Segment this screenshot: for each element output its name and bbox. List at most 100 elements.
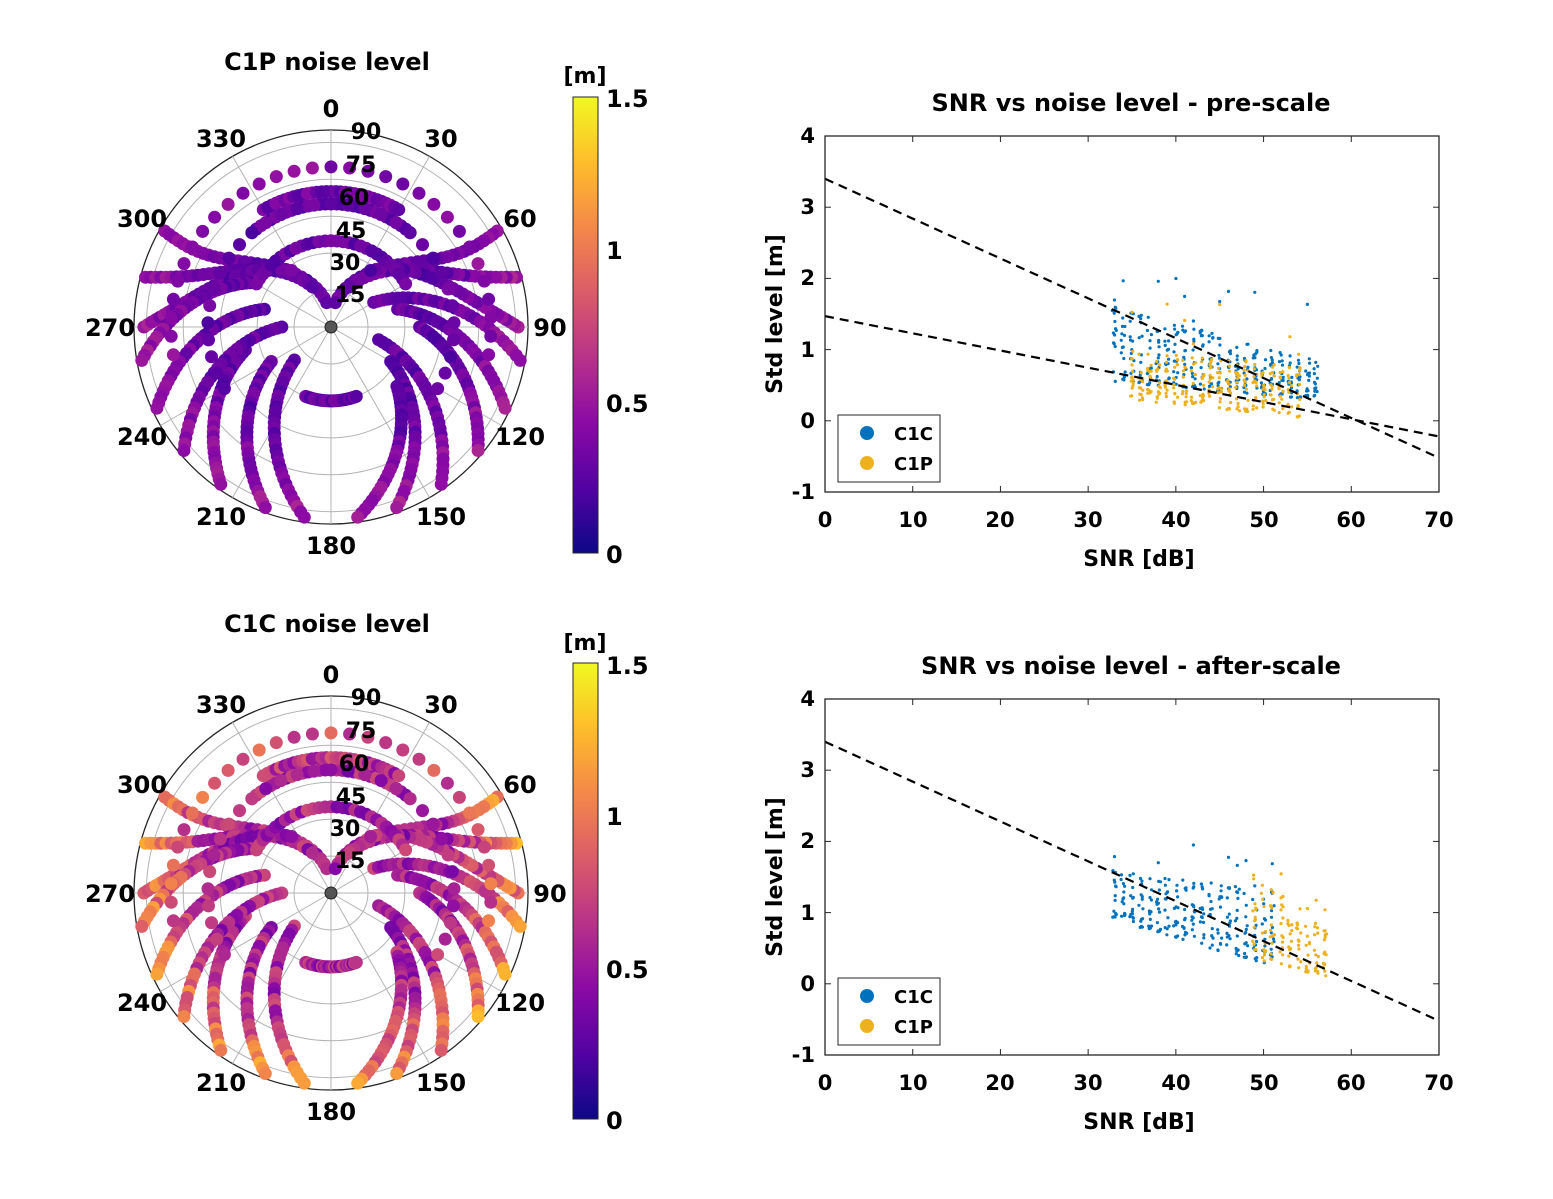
track-sample: [440, 776, 454, 790]
data-point: [1262, 383, 1266, 387]
data-point: [1164, 367, 1168, 371]
track-sample: [447, 333, 460, 347]
data-point: [1288, 948, 1292, 952]
data-point: [1225, 935, 1229, 939]
track-sample: [164, 895, 178, 909]
data-point: [1246, 365, 1250, 369]
track-sample: [412, 186, 426, 200]
data-point: [1270, 862, 1274, 866]
data-point: [1119, 338, 1123, 342]
scatter-plot-after-scale: SNR vs noise level - after-scale 0 10 20…: [763, 652, 1454, 1135]
track-sample: [201, 882, 215, 896]
data-point: [1297, 352, 1301, 356]
data-point: [1228, 352, 1233, 356]
data-point: [1263, 366, 1267, 371]
track-sample: [177, 444, 191, 457]
data-point: [1289, 395, 1293, 399]
data-point: [1174, 919, 1178, 923]
data-point: [1207, 384, 1211, 388]
legend: C1C C1P: [837, 977, 941, 1046]
data-point: [1306, 373, 1310, 377]
data-point: [1163, 908, 1167, 912]
data-point: [1246, 398, 1250, 402]
data-point: [1164, 360, 1169, 364]
legend-box: [837, 414, 941, 483]
data-point: [1227, 382, 1231, 386]
data-point: [1253, 918, 1257, 922]
data-point: [1219, 390, 1223, 394]
x-tick: 40: [1161, 1071, 1190, 1095]
data-point: [1131, 895, 1135, 900]
plot-frame: [824, 135, 1440, 493]
track-sample: [150, 967, 164, 981]
data-point: [1180, 324, 1185, 328]
data-point: [1281, 935, 1285, 940]
data-point: [1279, 872, 1283, 876]
track-sample: [233, 238, 246, 252]
azimuth-tick: 270: [85, 314, 135, 342]
data-point: [1313, 393, 1317, 397]
azimuth-tick: 0: [323, 661, 340, 689]
data-point: [1176, 934, 1180, 938]
data-point: [1252, 353, 1256, 357]
data-point: [1189, 366, 1193, 370]
data-point: [1269, 931, 1273, 935]
data-point: [1167, 376, 1171, 380]
data-point: [1139, 360, 1143, 364]
y-tick: 1: [800, 338, 815, 362]
track-sample: [171, 840, 185, 854]
azimuth-tick: 30: [424, 691, 457, 719]
data-point: [1137, 352, 1141, 356]
track-sample: [389, 782, 403, 796]
azimuth-spoke: [232, 722, 332, 894]
data-point: [1200, 906, 1204, 910]
track-sample: [343, 280, 357, 294]
track-sample: [210, 932, 224, 946]
data-point: [1201, 396, 1205, 400]
data-point: [1287, 376, 1291, 380]
data-point: [1263, 358, 1268, 362]
data-point: [1192, 885, 1196, 889]
track-sample: [202, 899, 215, 913]
track-sample: [203, 299, 217, 313]
data-point: [1112, 909, 1116, 913]
data-point: [1237, 953, 1241, 958]
chart-title: SNR vs noise level - after-scale: [921, 652, 1341, 680]
data-point: [1235, 934, 1239, 938]
data-point: [1244, 941, 1248, 945]
track-sample: [343, 727, 357, 741]
data-point: [1218, 371, 1222, 375]
azimuth-tick: 60: [503, 771, 536, 799]
track-sample: [447, 316, 461, 330]
data-point: [1154, 400, 1158, 404]
data-point: [1272, 397, 1276, 401]
track-sample: [252, 743, 266, 757]
data-point: [1226, 289, 1231, 293]
data-point: [1262, 393, 1266, 397]
data-point: [1271, 937, 1276, 941]
data-point: [1173, 365, 1177, 369]
data-point: [1217, 406, 1221, 410]
data-point: [1278, 370, 1282, 375]
legend-marker-c1c: [860, 426, 874, 440]
data-point: [1270, 384, 1274, 388]
data-point: [1174, 923, 1178, 927]
track-sample: [274, 208, 288, 221]
data-point: [1180, 392, 1185, 396]
data-point: [1155, 396, 1159, 400]
data-point: [1201, 399, 1206, 403]
track-sample: [222, 817, 236, 831]
data-point: [1201, 393, 1205, 398]
track-sample: [177, 257, 191, 271]
data-point: [1296, 404, 1300, 408]
data-point: [1166, 347, 1171, 351]
data-point: [1216, 928, 1220, 932]
data-point: [1314, 360, 1318, 364]
data-point: [1269, 904, 1273, 909]
data-point: [1233, 919, 1237, 923]
data-point: [1253, 362, 1257, 367]
data-point: [1304, 924, 1308, 928]
data-point: [1211, 336, 1215, 340]
colorbar-unit: [m]: [563, 64, 606, 89]
track-sample: [431, 948, 445, 962]
